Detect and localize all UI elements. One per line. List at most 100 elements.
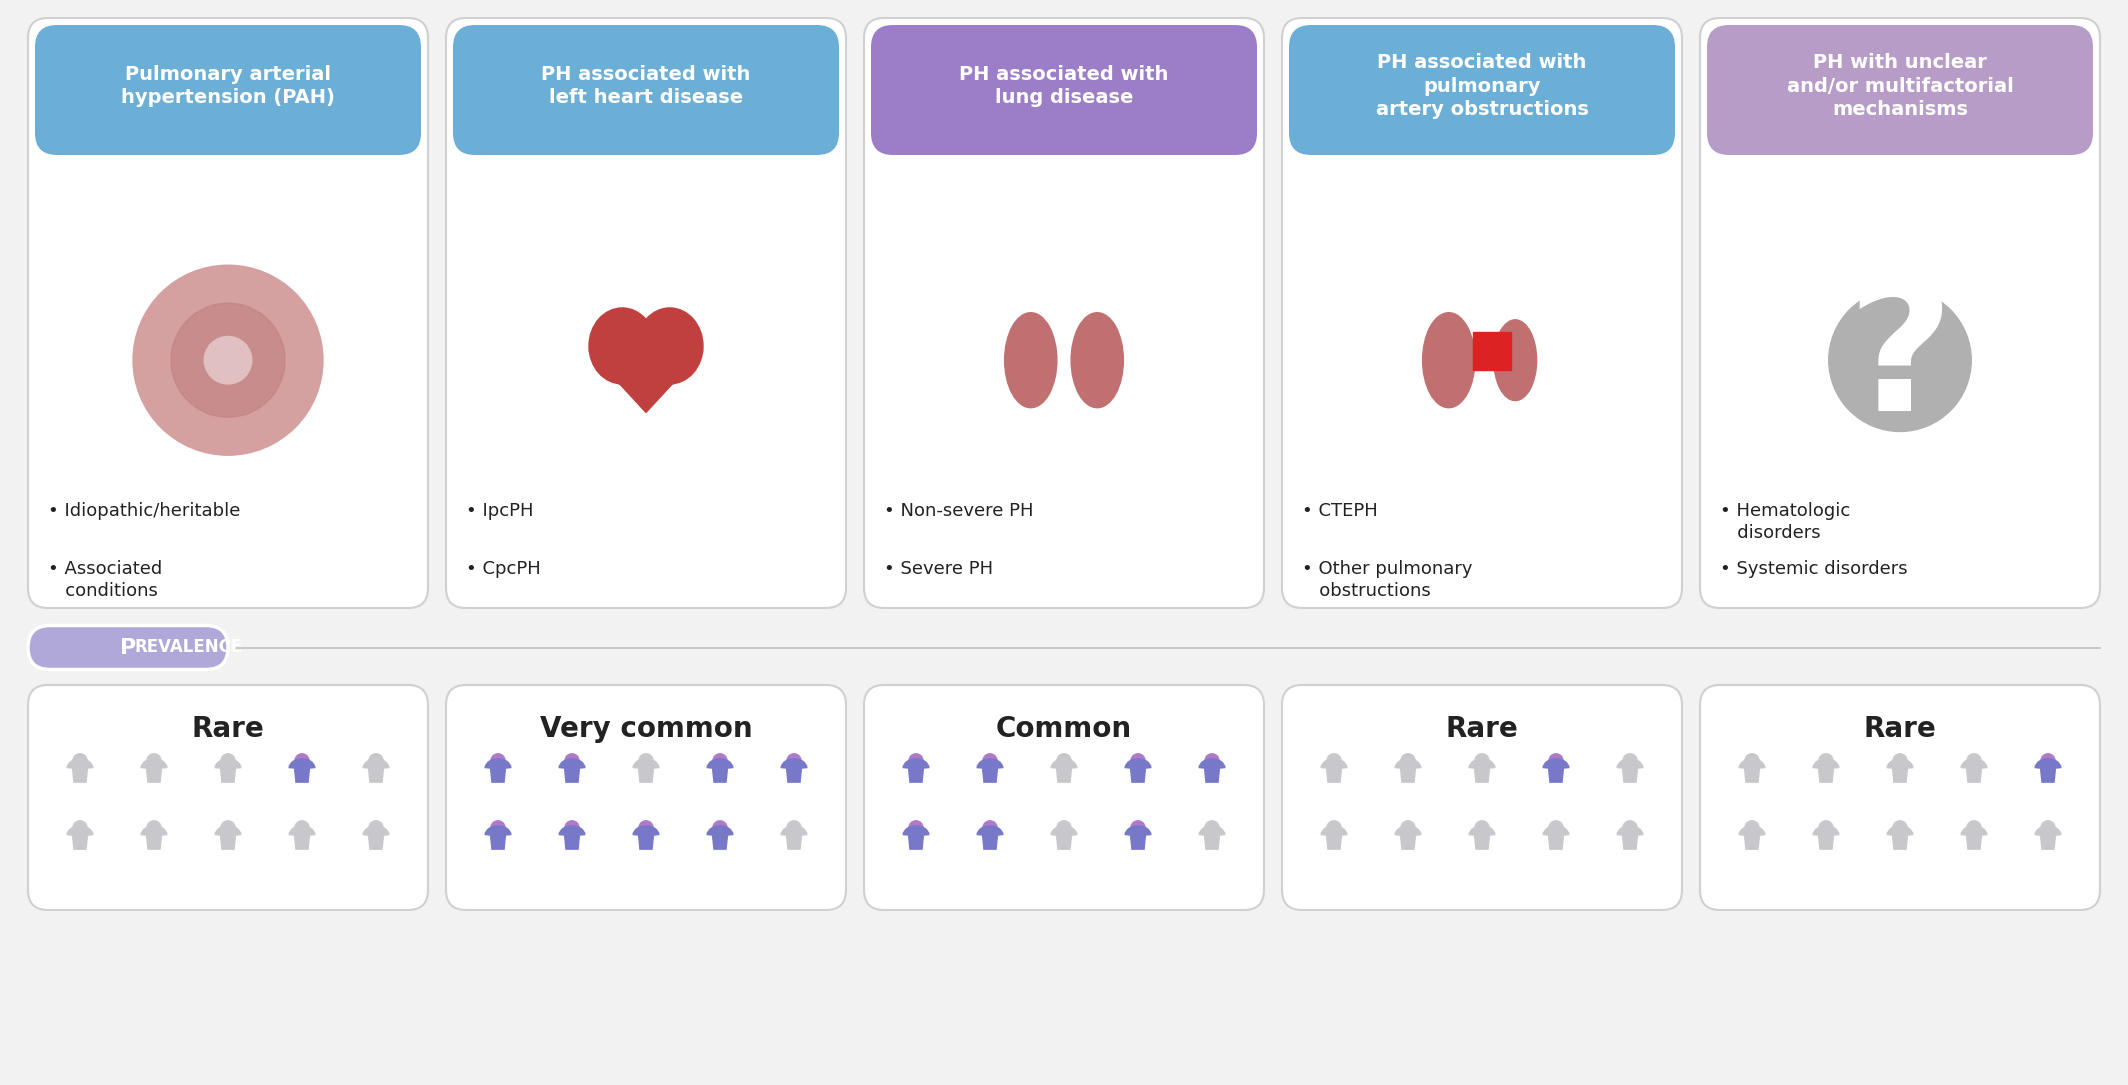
Circle shape bbox=[1328, 754, 1341, 768]
Polygon shape bbox=[787, 835, 802, 850]
Polygon shape bbox=[1130, 835, 1145, 850]
Polygon shape bbox=[221, 835, 236, 850]
Circle shape bbox=[1966, 754, 1981, 768]
Circle shape bbox=[1058, 754, 1070, 768]
Polygon shape bbox=[983, 769, 998, 782]
Polygon shape bbox=[1819, 835, 1834, 850]
Text: • CTEPH: • CTEPH bbox=[1302, 501, 1377, 520]
Text: • Non-severe PH: • Non-severe PH bbox=[883, 501, 1034, 520]
Text: Rare: Rare bbox=[192, 715, 264, 743]
Polygon shape bbox=[2041, 769, 2056, 782]
Polygon shape bbox=[1204, 769, 1219, 782]
Text: PH associated with
left heart disease: PH associated with left heart disease bbox=[541, 65, 751, 107]
Text: • Associated
   conditions: • Associated conditions bbox=[49, 560, 162, 600]
Text: • IpcPH: • IpcPH bbox=[466, 501, 534, 520]
FancyBboxPatch shape bbox=[1707, 25, 2094, 155]
FancyBboxPatch shape bbox=[28, 685, 428, 910]
Text: Rare: Rare bbox=[1864, 715, 1936, 743]
Ellipse shape bbox=[636, 308, 702, 384]
Polygon shape bbox=[492, 769, 504, 782]
FancyBboxPatch shape bbox=[453, 25, 838, 155]
Circle shape bbox=[1828, 289, 1971, 432]
Circle shape bbox=[1549, 820, 1564, 834]
Polygon shape bbox=[294, 835, 309, 850]
Circle shape bbox=[1966, 820, 1981, 834]
Polygon shape bbox=[368, 835, 383, 850]
FancyBboxPatch shape bbox=[447, 18, 847, 608]
Polygon shape bbox=[1892, 835, 1907, 850]
Polygon shape bbox=[1624, 835, 1636, 850]
FancyBboxPatch shape bbox=[864, 18, 1264, 608]
Polygon shape bbox=[787, 769, 802, 782]
Text: Rare: Rare bbox=[1445, 715, 1519, 743]
Polygon shape bbox=[983, 835, 998, 850]
Polygon shape bbox=[1549, 769, 1564, 782]
Circle shape bbox=[1204, 820, 1219, 834]
Circle shape bbox=[1475, 754, 1490, 768]
Circle shape bbox=[983, 820, 998, 834]
Polygon shape bbox=[492, 835, 504, 850]
Polygon shape bbox=[1058, 769, 1070, 782]
Circle shape bbox=[909, 754, 924, 768]
Circle shape bbox=[1400, 820, 1415, 834]
FancyBboxPatch shape bbox=[447, 685, 847, 910]
Circle shape bbox=[204, 336, 251, 384]
Circle shape bbox=[1624, 820, 1636, 834]
Circle shape bbox=[983, 754, 998, 768]
Circle shape bbox=[787, 820, 800, 834]
Ellipse shape bbox=[1004, 312, 1058, 408]
Ellipse shape bbox=[589, 308, 655, 384]
Circle shape bbox=[492, 820, 504, 834]
Text: P: P bbox=[119, 638, 136, 658]
Circle shape bbox=[564, 820, 579, 834]
Circle shape bbox=[170, 303, 285, 418]
Circle shape bbox=[1894, 820, 1907, 834]
FancyBboxPatch shape bbox=[28, 18, 428, 608]
Polygon shape bbox=[1130, 769, 1145, 782]
Circle shape bbox=[368, 754, 383, 768]
Text: ?: ? bbox=[1847, 270, 1954, 450]
Circle shape bbox=[1819, 820, 1832, 834]
Circle shape bbox=[1624, 754, 1636, 768]
Text: • Idiopathic/heritable: • Idiopathic/heritable bbox=[49, 501, 240, 520]
Polygon shape bbox=[72, 769, 87, 782]
Text: • Severe PH: • Severe PH bbox=[883, 560, 994, 578]
Ellipse shape bbox=[1494, 320, 1536, 400]
Polygon shape bbox=[368, 769, 383, 782]
Polygon shape bbox=[1058, 835, 1070, 850]
Circle shape bbox=[1549, 754, 1564, 768]
Circle shape bbox=[1400, 754, 1415, 768]
Polygon shape bbox=[589, 350, 702, 412]
Text: REVALENCE: REVALENCE bbox=[134, 638, 243, 656]
Polygon shape bbox=[909, 835, 924, 850]
Polygon shape bbox=[2041, 835, 2056, 850]
Circle shape bbox=[296, 754, 309, 768]
Circle shape bbox=[1058, 820, 1070, 834]
Circle shape bbox=[638, 820, 653, 834]
Circle shape bbox=[787, 754, 800, 768]
Circle shape bbox=[147, 754, 162, 768]
Polygon shape bbox=[1400, 835, 1415, 850]
Polygon shape bbox=[638, 835, 653, 850]
Polygon shape bbox=[1819, 769, 1834, 782]
Polygon shape bbox=[1745, 835, 1760, 850]
FancyBboxPatch shape bbox=[870, 25, 1258, 155]
Circle shape bbox=[1894, 754, 1907, 768]
Polygon shape bbox=[1966, 769, 1981, 782]
Text: Common: Common bbox=[996, 715, 1132, 743]
Circle shape bbox=[492, 754, 504, 768]
Text: Very common: Very common bbox=[541, 715, 753, 743]
Circle shape bbox=[296, 820, 309, 834]
Polygon shape bbox=[1892, 769, 1907, 782]
Polygon shape bbox=[1326, 769, 1341, 782]
Circle shape bbox=[1130, 754, 1145, 768]
Polygon shape bbox=[564, 835, 579, 850]
Polygon shape bbox=[1966, 835, 1981, 850]
Text: • Hematologic
   disorders: • Hematologic disorders bbox=[1719, 501, 1849, 542]
Polygon shape bbox=[1400, 769, 1415, 782]
Polygon shape bbox=[564, 769, 579, 782]
Polygon shape bbox=[1475, 835, 1490, 850]
Polygon shape bbox=[72, 835, 87, 850]
Polygon shape bbox=[909, 769, 924, 782]
Polygon shape bbox=[1473, 332, 1511, 370]
